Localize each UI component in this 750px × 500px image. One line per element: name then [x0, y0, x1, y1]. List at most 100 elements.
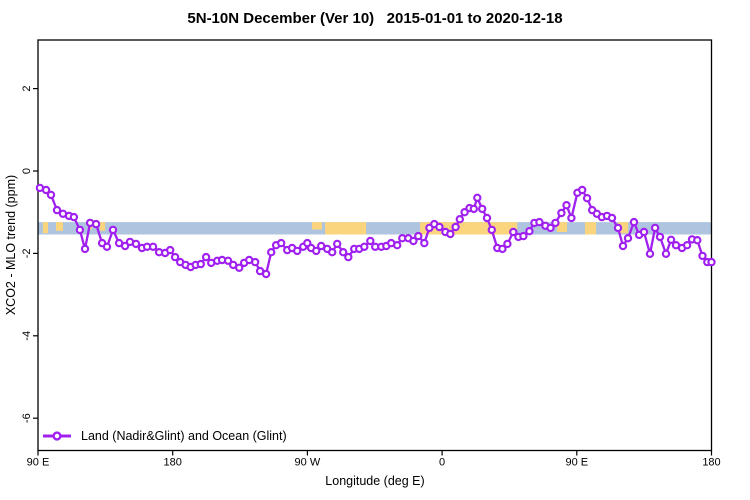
x-tick-label: 90 E	[27, 457, 50, 469]
data-point	[170, 252, 180, 262]
land-segment	[312, 222, 322, 230]
data-point	[414, 231, 423, 241]
data-point	[435, 222, 444, 232]
data-point	[234, 263, 244, 272]
x-tick-label: 90 E	[565, 457, 588, 469]
data-point	[557, 208, 566, 218]
data-point	[201, 252, 211, 262]
data-point	[487, 225, 496, 235]
data-point	[503, 239, 512, 249]
data-point	[277, 238, 286, 248]
data-point	[562, 200, 571, 210]
data-point	[261, 269, 271, 279]
data-point	[223, 256, 233, 265]
data-point	[650, 223, 660, 233]
data-point	[519, 231, 528, 241]
data-point	[567, 213, 576, 223]
data-point	[707, 257, 716, 267]
ocean-band	[38, 222, 712, 235]
y-axis-label: XCO2 - MLO trend (ppm)	[4, 174, 18, 316]
data-point	[546, 223, 555, 233]
data-point	[91, 219, 101, 229]
data-point	[613, 223, 623, 233]
data-point	[525, 226, 534, 236]
data-point	[629, 217, 639, 227]
data-point	[451, 222, 460, 232]
x-axis-label: Longitude (deg E)	[325, 474, 425, 488]
data-point	[623, 233, 633, 243]
y-tick-label: 2	[21, 86, 33, 92]
data-point	[578, 185, 587, 195]
data-point	[120, 241, 130, 251]
x-tick-label: 180	[164, 457, 182, 469]
data-point	[698, 251, 707, 261]
data-point	[661, 249, 671, 258]
data-point	[333, 239, 342, 249]
data-point	[312, 246, 321, 256]
data-point	[509, 227, 518, 237]
data-point	[131, 239, 141, 249]
legend-open-circle-icon	[52, 431, 62, 441]
data-point	[366, 236, 375, 246]
data-point	[618, 241, 628, 251]
land-segment	[100, 222, 106, 231]
land-segment	[325, 222, 367, 235]
data-point	[460, 207, 469, 217]
data-point	[645, 249, 655, 258]
land-segment	[56, 222, 63, 231]
x-tick-label: 90 W	[295, 457, 321, 469]
data-point	[102, 242, 112, 251]
data-point	[108, 225, 118, 235]
plot-border	[37, 39, 713, 452]
land-segment	[618, 222, 629, 234]
land-segment	[557, 222, 567, 232]
data-point	[196, 259, 205, 269]
data-point	[535, 217, 544, 227]
legend-label: Land (Nadir&Glint) and Ocean (Glint)	[81, 429, 287, 443]
land-segment	[42, 222, 48, 234]
data-point	[607, 213, 617, 223]
data-point	[267, 247, 276, 257]
data-point	[250, 257, 260, 267]
y-tick-label: -6	[21, 413, 33, 423]
data-point	[455, 214, 464, 224]
x-tick-label: 180	[702, 457, 720, 469]
data-point	[293, 246, 302, 256]
data-point	[482, 213, 492, 223]
data-point	[328, 247, 337, 257]
data-point	[69, 212, 79, 222]
data-point	[478, 204, 487, 214]
data-point	[551, 218, 560, 228]
data-point	[41, 185, 51, 195]
data-point	[420, 238, 429, 248]
data-point	[693, 235, 702, 245]
data-point	[393, 240, 402, 250]
data-point	[165, 245, 175, 255]
data-point	[469, 204, 478, 214]
legend: Land (Nadir&Glint) and Ocean (Glint)	[42, 429, 287, 443]
data-point	[360, 242, 369, 251]
land-segment	[585, 222, 597, 235]
data-point	[498, 244, 507, 254]
data-point	[639, 227, 649, 237]
data-point	[46, 190, 56, 200]
data-point	[52, 205, 62, 215]
data-point	[473, 193, 482, 202]
data-point	[339, 247, 348, 257]
data-point	[655, 232, 665, 242]
legend-marker-icon	[43, 431, 71, 441]
data-point	[148, 242, 158, 251]
data-point	[682, 240, 692, 250]
data-point	[446, 229, 455, 239]
data-point	[582, 193, 592, 203]
data-point	[75, 225, 85, 235]
y-tick-label: -2	[21, 249, 33, 259]
data-point	[666, 235, 676, 244]
data-point	[344, 252, 353, 262]
x-tick-label: 0	[439, 457, 445, 469]
y-tick-label: -4	[21, 331, 33, 341]
data-point	[409, 236, 418, 246]
y-tick-label: 0	[21, 168, 33, 174]
